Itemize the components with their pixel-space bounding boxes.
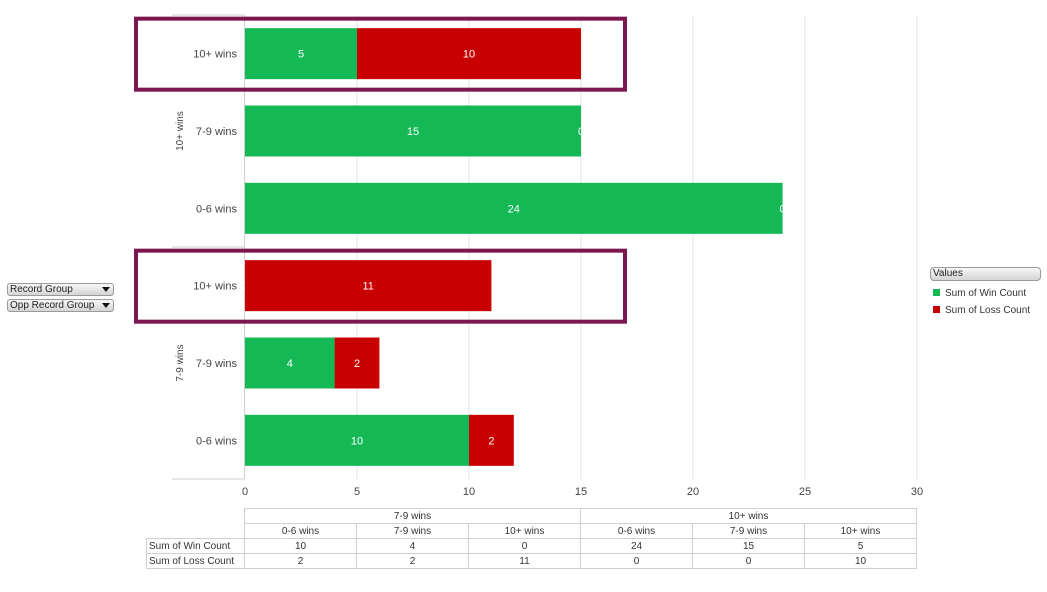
table-cell: 2 — [356, 553, 469, 569]
legend-swatch-win — [933, 289, 940, 296]
table-cell: 5 — [804, 538, 917, 554]
table-cell: 11 — [468, 553, 581, 569]
bar-segment — [245, 260, 492, 312]
bar-segment — [245, 337, 335, 389]
table-category-header: 0-6 wins — [580, 523, 693, 539]
legend-label-loss: Sum of Loss Count — [945, 305, 1031, 316]
data-label: 10 — [463, 49, 475, 61]
table-cell: 0 — [580, 553, 693, 569]
dropdown-arrow-icon[interactable] — [102, 303, 110, 308]
table-category-header: 7-9 wins — [692, 523, 805, 539]
table-group-header: 10+ wins — [580, 508, 917, 524]
bar-segment — [357, 28, 581, 80]
bar-segment — [334, 337, 380, 389]
legend-label-win: Sum of Win Count — [945, 288, 1027, 299]
legend-swatch-loss — [933, 306, 940, 313]
data-label: 4 — [287, 358, 293, 370]
legend-item-win: Sum of Win Count — [933, 288, 1026, 299]
x-tick-label: 15 — [575, 486, 587, 498]
data-label: 11 — [362, 281, 373, 293]
table-cell: 0 — [692, 553, 805, 569]
bar-segment — [245, 414, 469, 466]
data-label: 15 — [407, 126, 419, 138]
data-label: 10 — [351, 435, 363, 447]
data-label: 5 — [298, 49, 304, 61]
table-category-header: 10+ wins — [468, 523, 581, 539]
y-category-label: 10+ wins — [193, 49, 237, 61]
table-corner — [147, 524, 245, 539]
x-tick-label: 10 — [463, 486, 475, 498]
table-group-header: 7-9 wins — [244, 508, 581, 524]
dropdown-arrow-icon[interactable] — [102, 287, 110, 292]
table-cell: 0 — [468, 538, 581, 554]
record-group-filter-button[interactable]: Record Group — [7, 283, 114, 296]
data-label: 24 — [508, 203, 520, 215]
y-category-label: 7-9 wins — [196, 358, 237, 370]
y-category-label: 7-9 wins — [196, 126, 237, 138]
bar-segment — [245, 28, 357, 80]
x-tick-label: 0 — [242, 486, 248, 498]
y-category-label: 0-6 wins — [196, 435, 237, 447]
table-cell: 10 — [244, 538, 357, 554]
data-label: 2 — [488, 435, 494, 447]
x-tick-label: 25 — [799, 486, 811, 498]
table-category-header-row: 0-6 wins 7-9 wins 10+ wins 0-6 wins 7-9 … — [147, 523, 917, 539]
bar-segment — [245, 182, 783, 234]
x-tick-label: 30 — [911, 486, 923, 498]
data-label: 0 — [578, 126, 584, 138]
table-corner — [147, 509, 245, 524]
table-cell: 4 — [356, 538, 469, 554]
table-row: Sum of Loss Count 2 2 11 0 0 10 — [146, 553, 917, 569]
table-category-header: 0-6 wins — [244, 523, 357, 539]
table-row-label: Sum of Loss Count — [146, 553, 245, 569]
table-cell: 2 — [244, 553, 357, 569]
table-row: Sum of Win Count 10 4 0 24 15 5 — [146, 538, 917, 554]
table-row-label: Sum of Win Count — [146, 538, 245, 554]
legend-item-loss: Sum of Loss Count — [933, 305, 1030, 316]
bar-segment — [469, 414, 514, 466]
record-group-label: Record Group — [10, 284, 73, 295]
y-category-label: 10+ wins — [193, 281, 237, 293]
data-label: 0 — [780, 203, 786, 215]
y-group-label: 7-9 wins — [175, 344, 186, 381]
highlight-box — [134, 16, 627, 92]
x-tick-label: 5 — [354, 486, 360, 498]
opp-record-group-filter-button[interactable]: Opp Record Group — [7, 299, 114, 312]
table-category-header: 10+ wins — [804, 523, 917, 539]
table-group-header-row: 7-9 wins 10+ wins — [147, 508, 917, 524]
data-label: 2 — [354, 358, 360, 370]
y-group-label: 10+ wins — [175, 111, 186, 151]
y-category-label: 0-6 wins — [196, 203, 237, 215]
x-tick-label: 20 — [687, 486, 699, 498]
highlight-box — [134, 248, 627, 324]
opp-record-group-label: Opp Record Group — [10, 300, 95, 311]
legend-title-button[interactable]: Values — [930, 267, 1041, 281]
table-cell: 15 — [692, 538, 805, 554]
table-category-header: 7-9 wins — [356, 523, 469, 539]
bar-segment — [245, 105, 581, 157]
table-cell: 10 — [804, 553, 917, 569]
table-cell: 24 — [580, 538, 693, 554]
data-table: 7-9 wins 10+ wins 0-6 wins 7-9 wins 10+ … — [146, 508, 917, 569]
